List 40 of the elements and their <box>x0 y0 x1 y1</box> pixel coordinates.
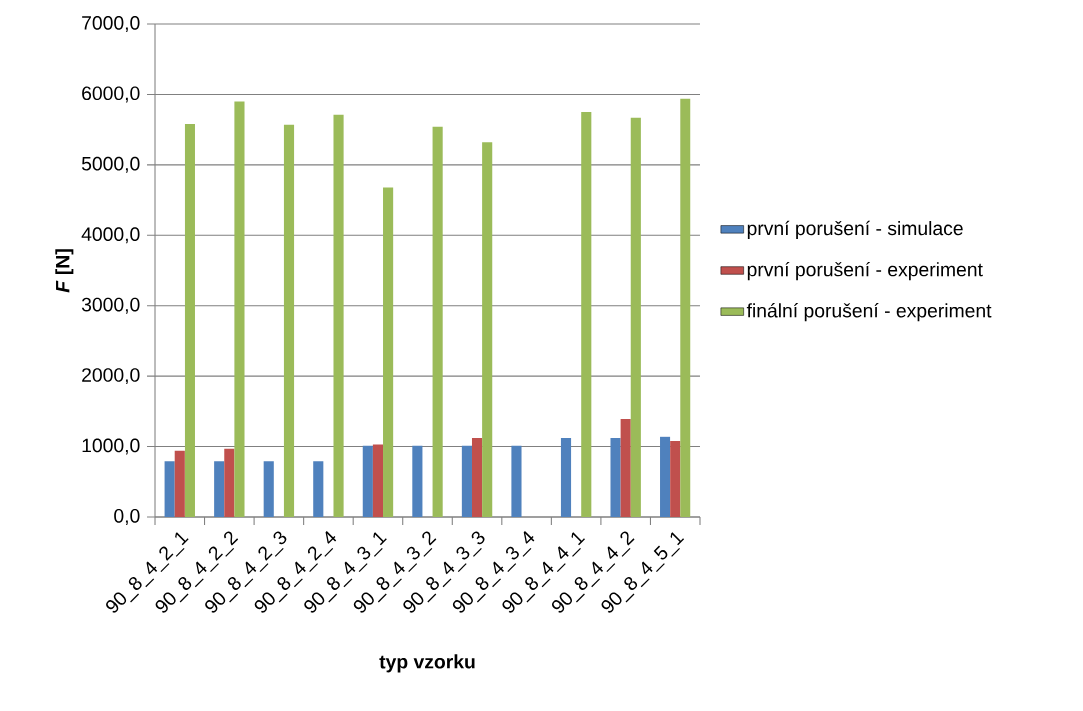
y-tick-label: 6000,0 <box>82 86 140 103</box>
bar <box>234 101 245 517</box>
bar <box>214 461 225 517</box>
bar <box>283 124 295 517</box>
bar <box>560 438 572 517</box>
bar <box>670 440 681 517</box>
bar <box>263 461 274 517</box>
bar <box>333 114 344 517</box>
bar <box>224 448 235 517</box>
bar <box>184 124 195 517</box>
bar <box>372 444 384 517</box>
y-tick-label: 3000,0 <box>81 297 140 314</box>
bar <box>471 438 483 517</box>
bar <box>461 445 472 517</box>
y-tick-label: 7000,0 <box>82 16 140 32</box>
bar <box>412 445 423 517</box>
bar <box>482 142 493 517</box>
bar <box>313 461 324 517</box>
bar <box>581 112 592 517</box>
y-axis-title: F [N] <box>55 249 74 293</box>
bar <box>620 419 631 517</box>
legend-label: první porušení - simulace <box>747 220 963 240</box>
bar <box>680 98 691 517</box>
bar <box>174 450 185 517</box>
bar <box>164 461 175 517</box>
legend-label: finální porušení - experiment <box>746 303 992 322</box>
bar <box>432 126 443 517</box>
y-tick-label: 1000,0 <box>82 438 140 455</box>
y-tick-label: 2000,0 <box>82 368 140 385</box>
y-tick-label: 0,0 <box>114 508 140 525</box>
bar <box>383 187 394 517</box>
bar <box>362 445 373 517</box>
y-tick-label: 4000,0 <box>81 227 140 244</box>
bar <box>660 436 671 517</box>
y-tick-label: 5000,0 <box>81 156 140 173</box>
x-axis-title: typ vzorku <box>379 654 475 673</box>
bar <box>511 445 522 517</box>
bar <box>610 438 621 517</box>
legend-label: první porušení - experiment <box>747 261 983 281</box>
bar <box>630 117 641 517</box>
